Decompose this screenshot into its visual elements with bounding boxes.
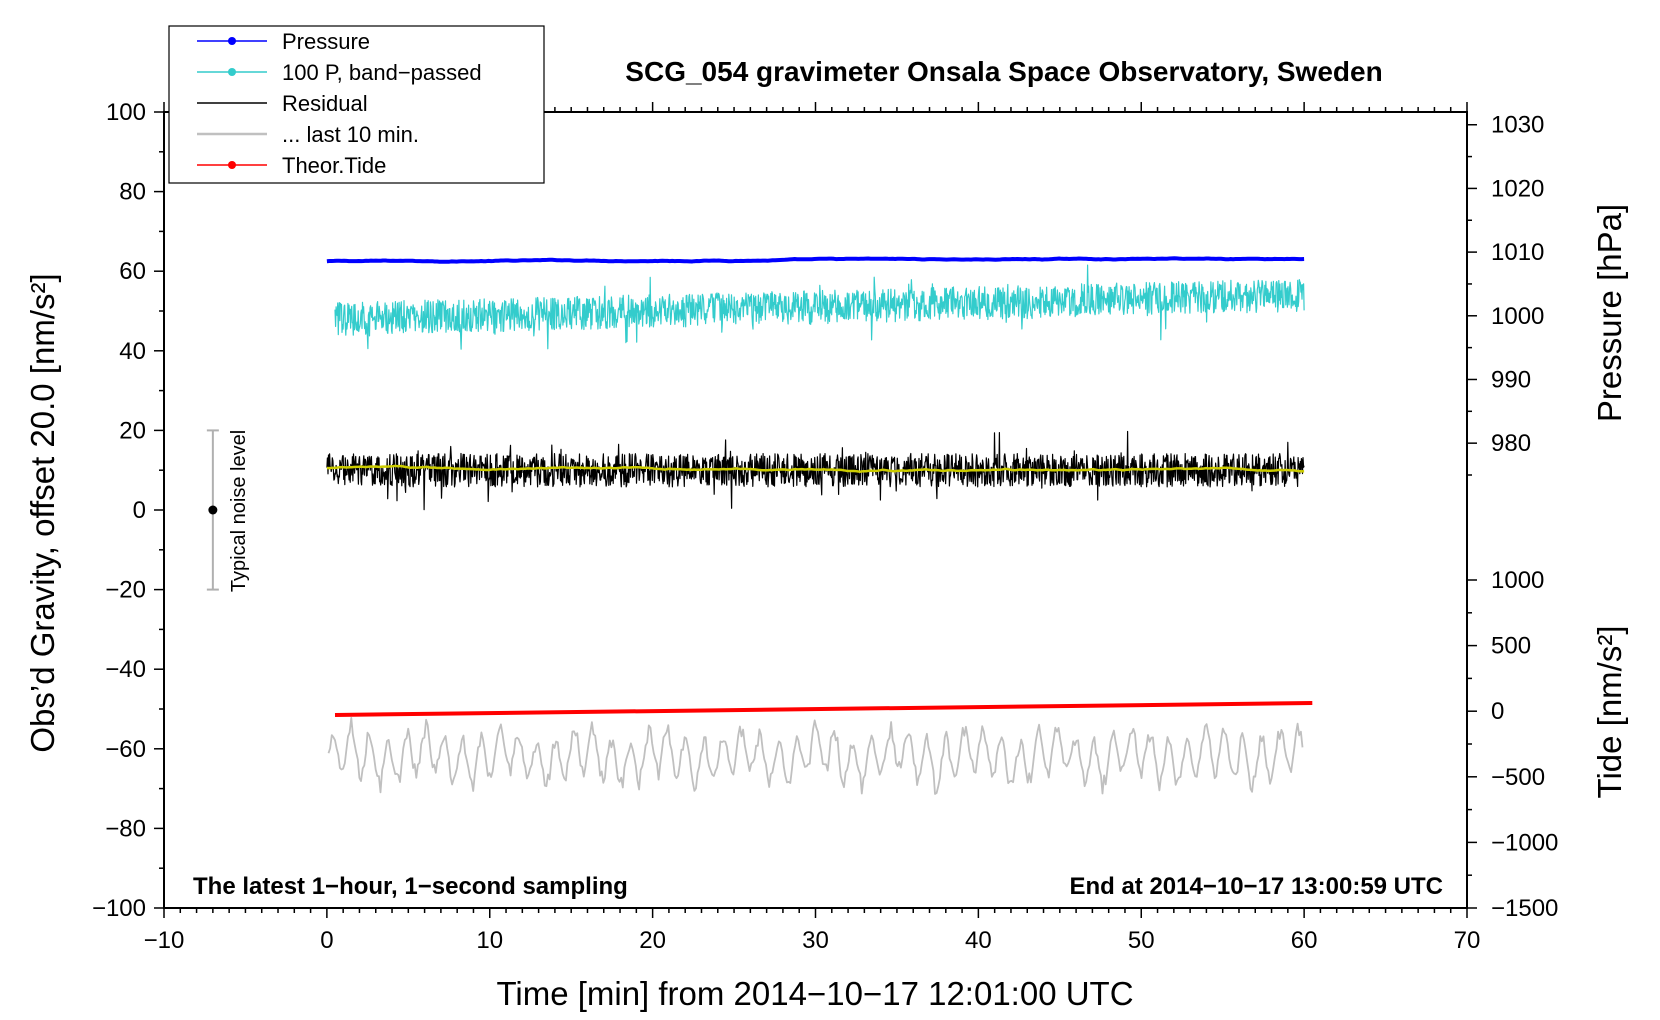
- y-tick-label: −20: [105, 577, 146, 604]
- tide-axis-title: Tide [nm/s²]: [1591, 626, 1628, 799]
- y-axis-tick-labels: 100 80 60 40 20 0 −20 −40 −60 −80 −100: [92, 99, 146, 922]
- noise-level-bar: [206, 429, 219, 591]
- x-tick-label: 30: [802, 927, 829, 954]
- series--last-10-min-: [327, 717, 1304, 795]
- legend-label: Theor.Tide: [282, 153, 386, 178]
- pressure-tick-label: 990: [1491, 366, 1531, 393]
- x-tick-label: 0: [320, 927, 333, 954]
- series-residual: [326, 430, 1305, 511]
- legend-label: Residual: [282, 91, 368, 116]
- pressure-tick-label: 1000: [1491, 303, 1544, 330]
- tide-tick-label: −1500: [1491, 895, 1558, 922]
- x-tick-label: −10: [144, 927, 185, 954]
- tide-tick-label: 1000: [1491, 567, 1544, 594]
- y-tick-label: 80: [119, 179, 146, 206]
- y-tick-label: −60: [105, 736, 146, 763]
- pressure-axis-tick-labels: 1030 1020 1010 1000 990 980: [1491, 112, 1544, 457]
- y-tick-label: −100: [92, 895, 146, 922]
- ticks-layer: [154, 102, 1477, 918]
- x-axis-title: Time [min] from 2014−10−17 12:01:00 UTC: [496, 975, 1133, 1012]
- x-tick-label: 60: [1291, 927, 1318, 954]
- noise-level-label: Typical noise level: [228, 430, 250, 592]
- pressure-tick-label: 1010: [1491, 239, 1544, 266]
- legend-marker: [228, 37, 236, 45]
- legend-marker: [228, 68, 236, 76]
- pressure-tick-label: 1030: [1491, 112, 1544, 139]
- x-axis-tick-labels: −10 0 10 20 30 40 50 60 70: [144, 927, 1481, 954]
- legend-box: [168, 25, 545, 184]
- legend-label: 100 P, band−passed: [282, 60, 482, 85]
- end-time-annotation: End at 2014−10−17 13:00:59 UTC: [1069, 873, 1443, 900]
- tide-tick-label: −500: [1491, 764, 1545, 791]
- x-tick-label: 50: [1128, 927, 1155, 954]
- x-tick-label: 20: [639, 927, 666, 954]
- x-tick-label: 10: [476, 927, 503, 954]
- sampling-annotation: The latest 1−hour, 1−second sampling: [193, 873, 628, 900]
- tide-tick-label: 0: [1491, 698, 1504, 725]
- legend-label: ... last 10 min.: [282, 122, 419, 147]
- pressure-tick-label: 1020: [1491, 175, 1544, 202]
- series-100-p-band-passed: [334, 264, 1305, 350]
- legend: Pressure 100 P, band−passed Residual ... la…: [168, 25, 545, 184]
- pressure-tick-label: 980: [1491, 430, 1531, 457]
- series-pressure: [326, 256, 1305, 264]
- y-tick-label: −40: [105, 656, 146, 683]
- x-tick-label: 70: [1454, 927, 1481, 954]
- x-tick-label: 40: [965, 927, 992, 954]
- noise-bar-center-dot: [208, 505, 218, 515]
- y-tick-label: 0: [133, 497, 146, 524]
- y-tick-label: −80: [105, 815, 146, 842]
- legend-label: Pressure: [282, 29, 370, 54]
- series-layer: [326, 256, 1313, 795]
- chart-title: SCG_054 gravimeter Onsala Space Observat…: [625, 56, 1382, 87]
- series-residual-smoothed: [326, 464, 1305, 473]
- y-tick-label: 60: [119, 258, 146, 285]
- legend-marker: [228, 161, 236, 169]
- y-tick-label: 20: [119, 417, 146, 444]
- tide-tick-label: 500: [1491, 633, 1531, 660]
- pressure-axis-title: Pressure [hPa]: [1591, 204, 1628, 422]
- tide-tick-label: −1000: [1491, 829, 1558, 856]
- y-axis-title: Obs’d Gravity, offset 20.0 [nm/s²]: [24, 273, 61, 752]
- y-tick-label: 40: [119, 338, 146, 365]
- tide-axis-tick-labels: 1000 500 0 −500 −1000 −1500: [1491, 567, 1558, 922]
- series-theor-tide: [334, 701, 1313, 717]
- y-tick-label: 100: [106, 99, 146, 126]
